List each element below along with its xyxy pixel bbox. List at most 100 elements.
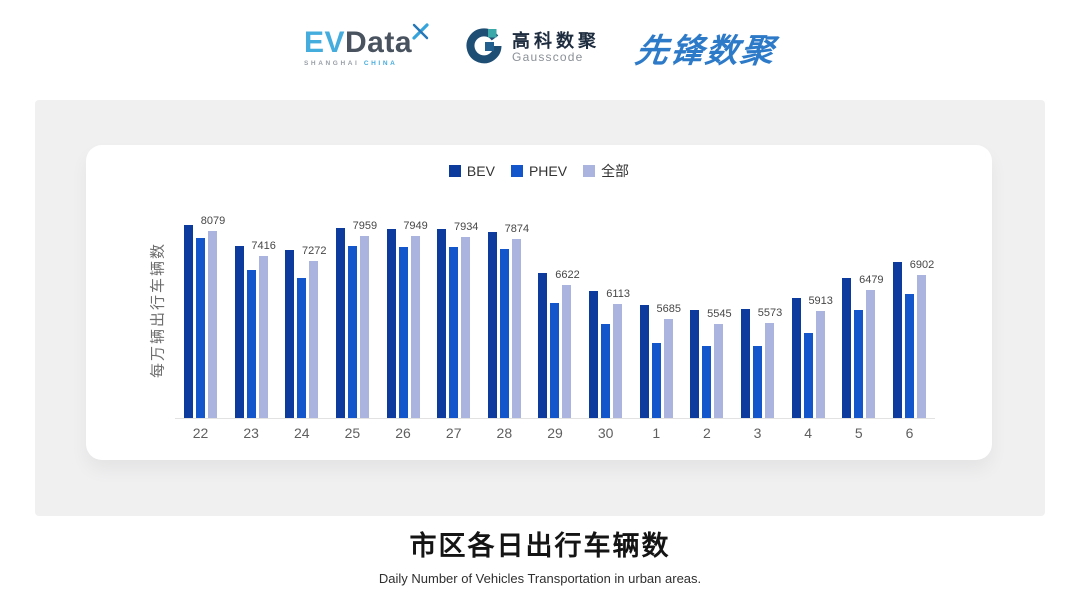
x-tick-label-22: 22 bbox=[192, 425, 209, 441]
bar-BEV-27 bbox=[437, 228, 447, 418]
legend-label-全部: 全部 bbox=[601, 163, 630, 179]
evdata-subtext: SHANGHAI CHINA bbox=[304, 61, 429, 68]
x-tick-label-30: 30 bbox=[597, 425, 614, 441]
legend-swatch-BEV bbox=[448, 165, 461, 177]
bar-value-label-25: 7959 bbox=[352, 219, 378, 232]
bar-全部-23 bbox=[258, 255, 268, 418]
bar-value-label-30: 6113 bbox=[606, 287, 630, 300]
bar-group-2: 5545 2 bbox=[690, 308, 732, 441]
bar-group-4: 5913 4 bbox=[791, 295, 833, 441]
gausscode-cn-text: 高科数聚 bbox=[512, 30, 601, 51]
evdata-logo: EVData SHANGHAI CHINA bbox=[303, 23, 429, 68]
evdata-sub-china: CHINA bbox=[363, 60, 398, 68]
page-title: 市区各日出行车辆数 bbox=[409, 531, 671, 561]
gausscode-logo: 高科数聚 Gausscode bbox=[465, 27, 600, 70]
bar-PHEV-2 bbox=[702, 346, 712, 418]
bar-全部-30 bbox=[613, 303, 623, 418]
bar-全部-4 bbox=[815, 310, 825, 418]
bar-PHEV-26 bbox=[398, 246, 408, 418]
bar-group-30: 6113 30 bbox=[589, 288, 630, 441]
legend-swatch-全部 bbox=[583, 165, 596, 177]
x-tick-label-23: 23 bbox=[243, 425, 259, 441]
page-subtitle: Daily Number of Vehicles Transportation … bbox=[378, 571, 702, 586]
bar-全部-25 bbox=[359, 235, 369, 418]
bar-PHEV-6 bbox=[904, 294, 914, 418]
bar-PHEV-1 bbox=[651, 342, 661, 418]
y-axis-title: 每万辆出行车辆数 bbox=[149, 241, 167, 379]
bar-BEV-29 bbox=[538, 273, 548, 418]
bar-group-1: 5685 1 bbox=[639, 303, 681, 441]
bar-group-22: 8079 22 bbox=[184, 215, 225, 441]
bar-PHEV-24 bbox=[297, 278, 307, 418]
bar-value-label-26: 7949 bbox=[403, 219, 428, 232]
bar-全部-2 bbox=[714, 324, 724, 418]
bar-PHEV-28 bbox=[499, 249, 509, 418]
bar-BEV-28 bbox=[487, 232, 497, 418]
bar-PHEV-23 bbox=[246, 270, 256, 418]
bar-group-6: 6902 6 bbox=[892, 259, 934, 441]
bar-group-28: 7874 28 bbox=[487, 223, 529, 441]
bar-value-label-2: 5545 bbox=[707, 308, 732, 321]
bar-BEV-3 bbox=[741, 309, 751, 418]
x-tick-label-24: 24 bbox=[293, 425, 310, 441]
bar-group-29: 6622 29 bbox=[538, 269, 580, 441]
bar-全部-28 bbox=[511, 238, 521, 418]
bar-value-label-4: 5913 bbox=[808, 294, 833, 307]
bar-全部-5 bbox=[866, 290, 876, 418]
bar-value-label-5: 6479 bbox=[859, 274, 884, 286]
evdata-sub-shanghai: SHANGHAI bbox=[303, 60, 360, 68]
bar-PHEV-4 bbox=[803, 332, 813, 418]
x-tick-label-29: 29 bbox=[547, 425, 563, 441]
legend-item-BEV[interactable]: BEV bbox=[448, 163, 495, 179]
gausscode-g-icon bbox=[465, 27, 503, 70]
header: EVData SHANGHAI CHINA 高科数聚 Gausscode 先锋数… bbox=[0, 0, 1080, 96]
bar-BEV-6 bbox=[892, 261, 902, 418]
bar-value-label-28: 7874 bbox=[504, 222, 530, 235]
bar-全部-26 bbox=[410, 235, 420, 418]
chart-legend: BEV PHEV 全部 bbox=[86, 161, 992, 181]
x-tick-label-5: 5 bbox=[854, 425, 863, 441]
evdata-x-icon bbox=[412, 14, 429, 47]
legend-swatch-PHEV bbox=[510, 165, 523, 177]
legend-label-BEV: BEV bbox=[466, 163, 495, 179]
plot-area: 8079 22 7416 23 7272 24 7959 25 7949 26 7934 27 7874… bbox=[175, 213, 935, 441]
bar-PHEV-3 bbox=[753, 346, 763, 418]
bar-全部-1 bbox=[663, 319, 673, 418]
x-tick-label-4: 4 bbox=[804, 425, 813, 441]
bar-group-23: 7416 23 bbox=[234, 240, 276, 441]
bar-BEV-30 bbox=[589, 291, 599, 418]
x-tick-label-2: 2 bbox=[703, 425, 711, 441]
legend-item-PHEV[interactable]: PHEV bbox=[510, 163, 567, 179]
bar-BEV-24 bbox=[285, 250, 295, 418]
evdata-ev-text: EV bbox=[303, 26, 345, 60]
bar-全部-22 bbox=[208, 231, 217, 418]
chart-card: BEV PHEV 全部 每万辆出行车辆数 8079 22 7416 23 7272 24 795… bbox=[86, 145, 992, 460]
bar-全部-6 bbox=[916, 274, 926, 418]
bar-BEV-25 bbox=[335, 228, 345, 418]
bar-value-label-24: 7272 bbox=[302, 244, 327, 257]
legend-item-全部[interactable]: 全部 bbox=[583, 161, 629, 181]
bar-PHEV-25 bbox=[347, 246, 357, 418]
x-tick-label-28: 28 bbox=[496, 425, 513, 441]
chart-panel: BEV PHEV 全部 每万辆出行车辆数 8079 22 7416 23 7272 24 795… bbox=[35, 100, 1045, 516]
bar-BEV-2 bbox=[690, 310, 700, 418]
bar-group-3: 5573 3 bbox=[741, 307, 782, 441]
footer: 市区各日出行车辆数 Daily Number of Vehicles Trans… bbox=[0, 524, 1080, 586]
pioneer-logo: 先锋数聚 bbox=[633, 32, 779, 69]
bar-value-label-3: 5573 bbox=[757, 307, 783, 320]
bar-全部-3 bbox=[765, 323, 775, 418]
bar-PHEV-5 bbox=[854, 309, 864, 418]
bar-全部-24 bbox=[309, 260, 319, 418]
bar-全部-29 bbox=[562, 284, 572, 418]
x-tick-label-3: 3 bbox=[753, 425, 762, 441]
bar-group-5: 6479 5 bbox=[842, 274, 884, 441]
bar-value-label-6: 6902 bbox=[909, 258, 935, 271]
bar-BEV-1 bbox=[639, 304, 649, 418]
bar-BEV-4 bbox=[791, 297, 801, 418]
bar-group-25: 7959 25 bbox=[335, 220, 377, 441]
evdata-data-text: Data bbox=[345, 26, 413, 60]
bar-value-label-27: 7934 bbox=[453, 220, 479, 233]
bar-PHEV-30 bbox=[601, 324, 611, 418]
gausscode-en-text: Gausscode bbox=[512, 50, 584, 65]
